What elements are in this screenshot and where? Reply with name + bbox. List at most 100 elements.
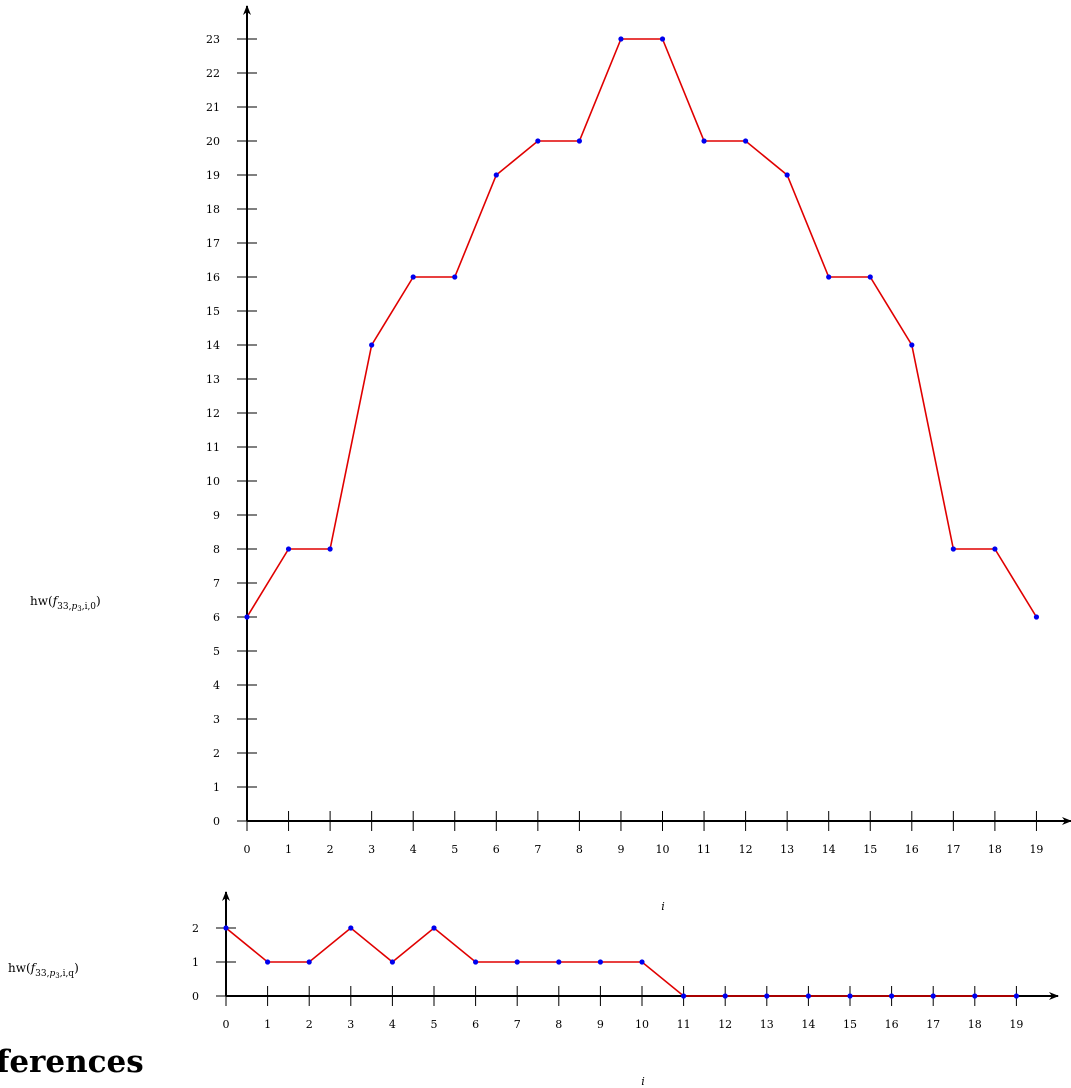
data-point [1033,614,1040,620]
data-point [223,925,229,931]
x-tick-label: 12 [718,1018,732,1031]
y-tick-label: 11 [206,441,220,454]
data-point [369,342,375,348]
data-point [431,925,437,931]
data-point [265,959,271,965]
data-point [597,959,604,965]
data-point [327,546,333,552]
x-tick-label: 16 [905,843,919,856]
y-tick-label: 0 [213,815,220,828]
data-point [950,546,956,552]
y-tick-label: 9 [213,509,220,522]
y-tick-label: 3 [213,713,220,726]
x-axis-label: i [641,1075,645,1088]
y-tick-label: 16 [206,271,220,284]
x-tick-label: 3 [368,843,375,856]
x-tick-label: 6 [493,843,500,856]
data-point [410,274,416,280]
data-point [556,959,562,965]
references-heading: ferences [0,1044,144,1080]
data-point [826,274,832,280]
data-point [244,614,250,620]
x-tick-label: 13 [760,1018,774,1031]
data-point [639,959,645,965]
data-point [1013,993,1020,999]
y-tick-label: 21 [206,101,220,114]
data-point [847,993,853,999]
y-tick-label: 14 [206,339,220,352]
x-tick-label: 18 [968,1018,982,1031]
x-tick-label: 19 [1029,843,1043,856]
x-tick-label: 8 [576,843,583,856]
y-tick-label: 15 [206,305,220,318]
data-point [972,993,978,999]
y-tick-label: 6 [213,611,220,624]
x-tick-label: 15 [843,1018,857,1031]
x-tick-label: 11 [697,843,711,856]
x-tick-label: 7 [534,843,541,856]
data-point [285,546,292,552]
y-tick-label: 13 [206,373,220,386]
y-tick-label: 23 [206,33,220,46]
y-tick-label: 8 [213,543,220,556]
y-tick-label: 10 [206,475,220,488]
y-tick-label: 2 [213,747,220,760]
data-point [493,172,499,178]
references-heading-text: ferences [0,1044,144,1080]
x-tick-label: 1 [264,1018,271,1031]
data-point [348,925,354,931]
y-tick-label: 19 [206,169,220,182]
x-tick-label: 14 [822,843,836,856]
data-point [681,993,687,999]
y-tick-label: 0 [192,990,199,1003]
x-axis-label: i [661,900,665,913]
x-tick-label: 5 [451,843,458,856]
y-tick-label: 5 [213,645,220,658]
x-tick-label: 0 [244,843,251,856]
data-point [992,546,998,552]
y-tick-label: 4 [213,679,220,692]
x-tick-label: 17 [926,1018,940,1031]
x-tick-label: 11 [677,1018,691,1031]
x-tick-label: 0 [223,1018,230,1031]
data-point [452,274,458,280]
y-tick-label: 7 [213,577,220,590]
data-point [701,138,707,144]
x-tick-label: 9 [617,843,624,856]
x-tick-label: 19 [1009,1018,1023,1031]
x-tick-label: 6 [472,1018,479,1031]
data-point [576,138,583,144]
x-tick-label: 8 [555,1018,562,1031]
x-tick-label: 10 [656,843,670,856]
x-tick-label: 12 [739,843,753,856]
x-tick-label: 16 [885,1018,899,1031]
x-tick-label: 18 [988,843,1002,856]
data-point [805,993,812,999]
x-tick-label: 4 [389,1018,396,1031]
y-tick-label: 1 [192,956,199,969]
series-line [225,926,1017,997]
data-point [659,36,666,42]
data-point [535,138,541,144]
data-point [743,138,749,144]
x-tick-label: 17 [946,843,960,856]
x-tick-label: 7 [514,1018,521,1031]
x-tick-label: 9 [597,1018,604,1031]
x-tick-label: 2 [306,1018,313,1031]
y-tick-label: 12 [206,407,220,420]
data-point [306,959,312,965]
x-tick-label: 1 [285,843,292,856]
y-tick-label: 1 [213,781,220,794]
data-point [930,993,936,999]
data-point [909,342,915,348]
y-tick-label: 22 [206,67,220,80]
data-point [722,993,728,999]
x-tick-label: 4 [410,843,417,856]
data-point [473,959,479,965]
data-point [867,274,873,280]
x-tick-label: 14 [801,1018,815,1031]
x-tick-label: 13 [780,843,794,856]
